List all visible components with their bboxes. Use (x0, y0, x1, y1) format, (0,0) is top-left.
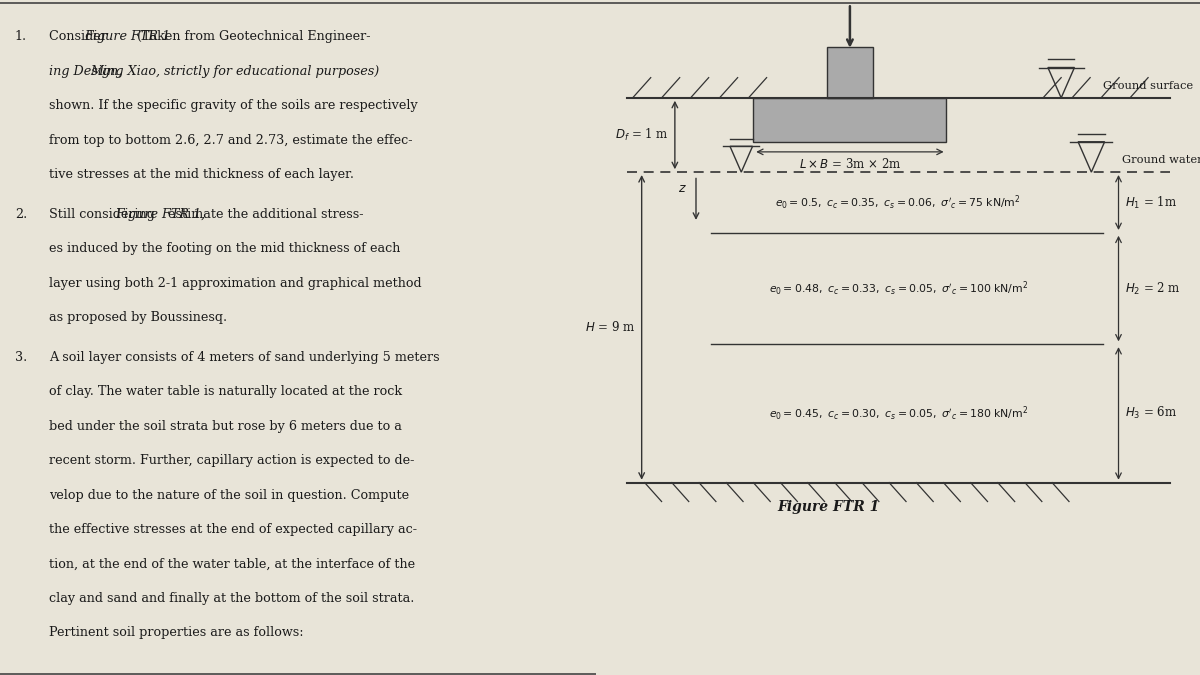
Text: from top to bottom 2.6, 2.7 and 2.73, estimate the effec-: from top to bottom 2.6, 2.7 and 2.73, es… (49, 134, 413, 146)
Text: the effective stresses at the end of expected capillary ac-: the effective stresses at the end of exp… (49, 523, 416, 536)
Text: tive stresses at the mid thickness of each layer.: tive stresses at the mid thickness of ea… (49, 168, 354, 181)
Text: es induced by the footing on the mid thickness of each: es induced by the footing on the mid thi… (49, 242, 401, 255)
Text: recent storm. Further, capillary action is expected to de-: recent storm. Further, capillary action … (49, 454, 414, 467)
Text: 1.: 1. (14, 30, 28, 43)
Text: estimate the additional stress-: estimate the additional stress- (164, 208, 364, 221)
Bar (754, 98, 947, 142)
Text: $H_1$ = 1m: $H_1$ = 1m (1124, 194, 1176, 211)
Text: $L \times B$ = 3m × 2m: $L \times B$ = 3m × 2m (799, 157, 901, 171)
Text: $H_3$ = 6m: $H_3$ = 6m (1124, 406, 1176, 421)
Text: Still considering: Still considering (49, 208, 158, 221)
Text: Figure FTR 1: Figure FTR 1 (778, 500, 880, 514)
Text: ing Design,: ing Design, (49, 65, 126, 78)
Text: shown. If the specific gravity of the soils are respectively: shown. If the specific gravity of the so… (49, 99, 418, 112)
Text: Consider: Consider (49, 30, 110, 43)
Text: $z$: $z$ (678, 182, 686, 196)
Text: $H_2$ = 2 m: $H_2$ = 2 m (1124, 281, 1181, 296)
Text: 3.: 3. (14, 351, 28, 364)
Text: $D_f$ = 1 m: $D_f$ = 1 m (616, 127, 668, 143)
Text: Figure FTR 1: Figure FTR 1 (84, 30, 170, 43)
Text: $e_0 = 0.48,\ c_c = 0.33,\ c_s = 0.05,\ \sigma'_c = 100\ \mathrm{kN/m^2}$: $e_0 = 0.48,\ c_c = 0.33,\ c_s = 0.05,\ … (768, 279, 1028, 298)
Bar (827, 47, 872, 98)
Text: Ground water table: Ground water table (1122, 155, 1200, 165)
Text: as proposed by Boussinesq.: as proposed by Boussinesq. (49, 311, 227, 324)
Text: tion, at the end of the water table, at the interface of the: tion, at the end of the water table, at … (49, 558, 415, 570)
Text: Figure FTR 1,: Figure FTR 1, (115, 208, 205, 221)
Text: Ground surface: Ground surface (1104, 81, 1194, 91)
Text: clay and sand and finally at the bottom of the soil strata.: clay and sand and finally at the bottom … (49, 592, 414, 605)
Text: $e_0 = 0.5,\ c_c = 0.35,\ c_s = 0.06,\ \sigma'_c = 75\ \mathrm{kN/m^2}$: $e_0 = 0.5,\ c_c = 0.35,\ c_s = 0.06,\ \… (775, 193, 1021, 212)
Text: layer using both 2-1 approximation and graphical method: layer using both 2-1 approximation and g… (49, 277, 421, 290)
Text: velop due to the nature of the soil in question. Compute: velop due to the nature of the soil in q… (49, 489, 409, 502)
Text: bed under the soil strata but rose by 6 meters due to a: bed under the soil strata but rose by 6 … (49, 420, 402, 433)
Text: (Taken from Geotechnical Engineer-: (Taken from Geotechnical Engineer- (133, 30, 371, 43)
Text: Pertinent soil properties are as follows:: Pertinent soil properties are as follows… (49, 626, 304, 639)
Text: Ming Xiao, strictly for educational purposes): Ming Xiao, strictly for educational purp… (90, 65, 379, 78)
Text: $e_0 = 0.45,\ c_c = 0.30,\ c_s = 0.05,\ \sigma'_c = 180\ \mathrm{kN/m^2}$: $e_0 = 0.45,\ c_c = 0.30,\ c_s = 0.05,\ … (768, 404, 1028, 423)
Text: of clay. The water table is naturally located at the rock: of clay. The water table is naturally lo… (49, 385, 402, 398)
Text: 2.: 2. (14, 208, 28, 221)
Text: A soil layer consists of 4 meters of sand underlying 5 meters: A soil layer consists of 4 meters of san… (49, 351, 439, 364)
Text: $H$ = 9 m: $H$ = 9 m (586, 321, 636, 334)
